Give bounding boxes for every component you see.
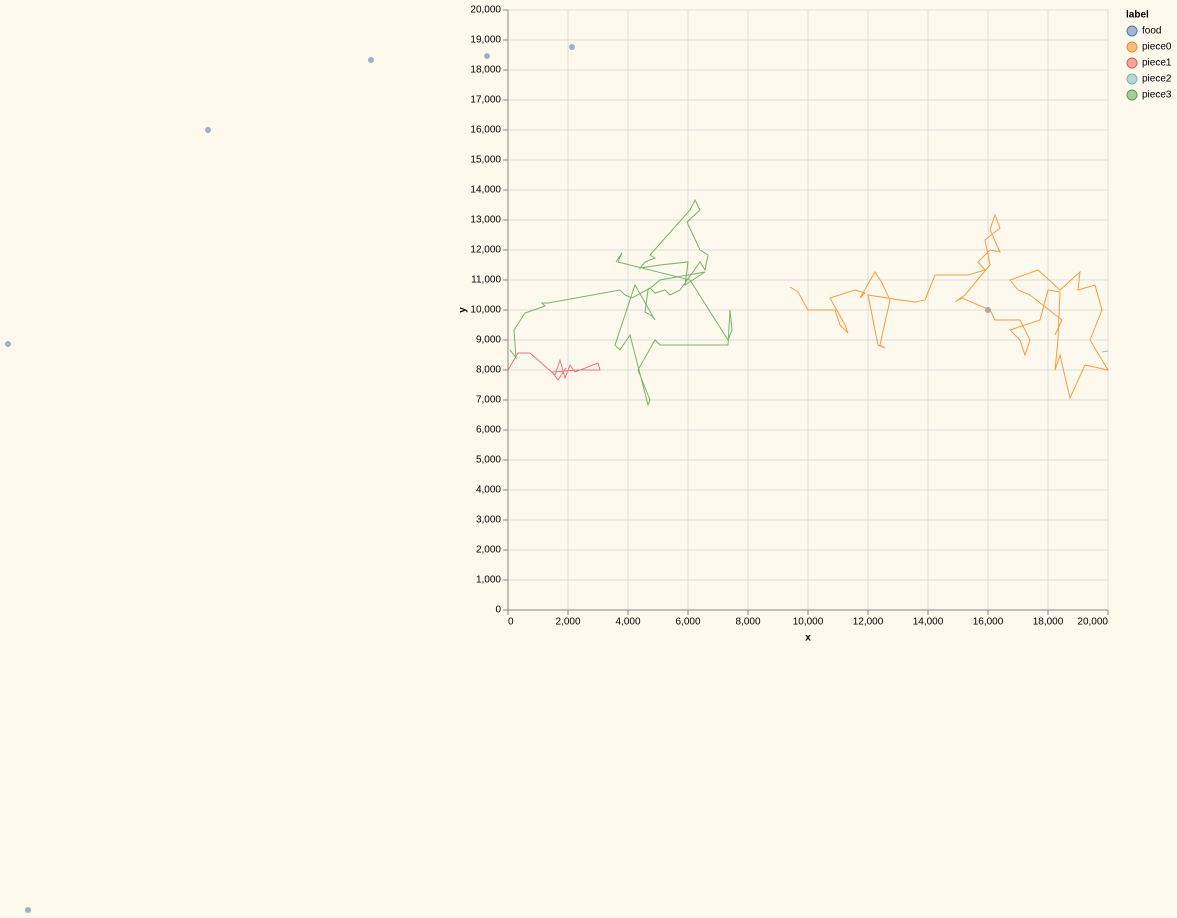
y-tick-label: 15,000 [470,155,501,166]
y-tick-label: 13,000 [470,215,501,226]
y-tick-label: 16,000 [470,125,501,136]
data-point [4,340,11,347]
y-tick-label: 3,000 [476,515,501,526]
y-tick-label: 7,000 [476,395,501,406]
series-line [789,213,1110,400]
legend-label: piece2 [1142,74,1172,85]
data-point [568,43,575,50]
y-tick-label: 4,000 [476,485,501,496]
y-tick-label: 0 [495,605,501,616]
legend-symbol [1126,89,1138,101]
y-tick-label: 1,000 [476,575,501,586]
y-tick-label: 2,000 [476,545,501,556]
legend-label: piece1 [1142,58,1172,69]
x-axis-title: x [805,633,811,644]
legend-symbol [1126,73,1138,85]
data-point [484,52,490,59]
data-point [25,907,31,913]
series-line [1101,350,1109,353]
x-tick-label: 6,000 [675,617,700,628]
data-point [205,127,211,133]
y-axis-title: y [458,307,469,313]
x-tick-label: 2,000 [555,617,580,628]
y-tick-label: 12,000 [470,245,501,256]
legend-label: piece0 [1142,42,1172,53]
data-point [367,57,374,64]
y-tick-label: 17,000 [470,95,501,106]
legend-symbol [1126,41,1138,53]
y-tick-label: 20,000 [470,5,501,16]
x-tick-label: 12,000 [853,617,884,628]
x-tick-label: 10,000 [793,617,824,628]
series-line [507,352,601,381]
y-tick-label: 5,000 [476,455,501,466]
y-tick-label: 18,000 [470,65,501,76]
x-tick-label: 20,000 [1077,617,1108,628]
y-tick-label: 14,000 [470,185,501,196]
x-tick-label: 18,000 [1033,617,1064,628]
x-tick-label: 4,000 [615,617,640,628]
legend-symbol [1126,25,1138,37]
y-tick-label: 9,000 [476,335,501,346]
y-tick-label: 19,000 [470,35,501,46]
legend-label: food [1142,26,1161,37]
y-tick-label: 10,000 [470,305,501,316]
y-tick-label: 11,000 [471,275,501,286]
x-tick-label: 16,000 [973,617,1004,628]
x-tick-label: 14,000 [913,617,944,628]
series-line [509,198,733,407]
x-tick-label: 0 [508,617,514,628]
x-tick-label: 8,000 [735,617,760,628]
y-tick-label: 6,000 [476,425,501,436]
legend-symbol [1126,57,1138,69]
legend-label: piece3 [1142,90,1172,101]
legend-title: label [1126,10,1149,21]
y-tick-label: 8,000 [476,365,501,376]
